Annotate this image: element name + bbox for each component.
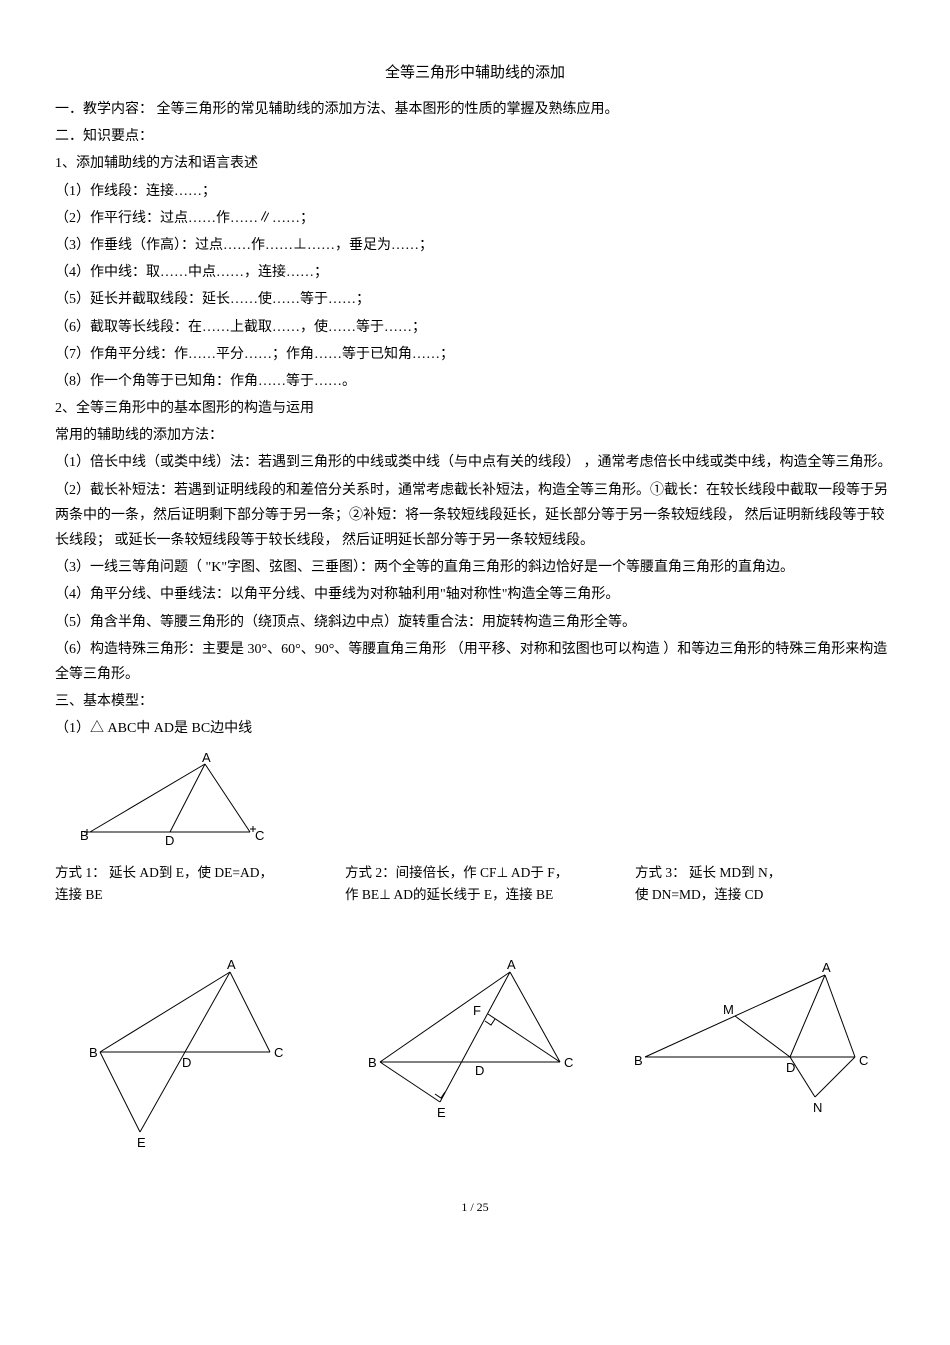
item-2-2: （2）截长补短法：若遇到证明线段的和差倍分关系时，通常考虑截长补短法，构造全等三…	[55, 478, 895, 554]
label-a: A	[227, 957, 236, 972]
label-m: M	[723, 1002, 734, 1017]
method-2-line-1: 方式 2：间接倍长，作 CF⊥ AD于 F，	[345, 862, 605, 885]
label-n: N	[813, 1100, 822, 1115]
item-1-7: （7）作角平分线：作……平分……；作角……等于已知角……；	[55, 342, 895, 367]
page-number: 1 / 25	[55, 1197, 895, 1219]
method-1-line-2: 连接 BE	[55, 884, 315, 907]
item-1-6: （6）截取等长线段：在……上截取……，使……等于……；	[55, 315, 895, 340]
method-3-line-1: 方式 3： 延长 MD到 N，	[635, 862, 895, 885]
item-1-4: （4）作中线：取……中点……，连接……；	[55, 260, 895, 285]
method-1: 方式 1： 延长 AD到 E，使 DE=AD， 连接 BE	[55, 862, 315, 908]
label-b: B	[368, 1055, 377, 1070]
point-2-heading: 2、全等三角形中的基本图形的构造与运用	[55, 396, 895, 421]
point-2-sub: 常用的辅助线的添加方法：	[55, 423, 895, 448]
label-a: A	[202, 752, 211, 765]
label-d: D	[165, 833, 174, 847]
label-a: A	[507, 957, 516, 972]
item-2-1: （1）倍长中线（或类中线）法：若遇到三角形的中线或类中线（与中点有关的线段） ，…	[55, 450, 895, 475]
item-2-4: （4）角平分线、中垂线法：以角平分线、中垂线为对称轴利用"轴对称性"构造全等三角…	[55, 582, 895, 607]
method-2-line-2: 作 BE⊥ AD的延长线于 E，连接 BE	[345, 884, 605, 907]
diagrams-row: A B C D E A B C D	[55, 957, 895, 1147]
method-1-line-1: 方式 1： 延长 AD到 E，使 DE=AD，	[55, 862, 315, 885]
label-c: C	[859, 1053, 868, 1068]
method-3-line-2: 使 DN=MD，连接 CD	[635, 884, 895, 907]
item-2-3: （3）一线三等角问题（ "K"字图、弦图、三垂图）：两个全等的直角三角形的斜边恰…	[55, 555, 895, 580]
label-b: B	[634, 1053, 643, 1068]
section-1: 一．教学内容： 全等三角形的常见辅助线的添加方法、基本图形的性质的掌握及熟练应用…	[55, 97, 895, 122]
section-3: 三、基本模型：	[55, 689, 895, 714]
label-d: D	[786, 1060, 795, 1075]
point-1-heading: 1、添加辅助线的方法和语言表述	[55, 151, 895, 176]
item-1-1: （1）作线段：连接……；	[55, 179, 895, 204]
label-e: E	[437, 1105, 446, 1120]
label-b: B	[80, 828, 89, 843]
item-1-2: （2）作平行线：过点……作……∥……；	[55, 206, 895, 231]
label-c: C	[255, 828, 264, 843]
item-2-6: （6）构造特殊三角形：主要是 30°、60°、90°、等腰直角三角形 （用平移、…	[55, 637, 895, 687]
item-2-5: （5）角含半角、等腰三角形的（绕顶点、绕斜边中点）旋转重合法：用旋转构造三角形全…	[55, 610, 895, 635]
method-3: 方式 3： 延长 MD到 N， 使 DN=MD，连接 CD	[635, 862, 895, 908]
label-f: F	[473, 1003, 481, 1018]
section-2: 二．知识要点：	[55, 124, 895, 149]
item-1-8: （8）作一个角等于已知角：作角……等于……。	[55, 369, 895, 394]
label-e: E	[137, 1135, 146, 1147]
label-b: B	[89, 1045, 98, 1060]
item-1-5: （5）延长并截取线段：延长……使……等于……；	[55, 287, 895, 312]
page-title: 全等三角形中辅助线的添加	[55, 60, 895, 87]
method-2: 方式 2：间接倍长，作 CF⊥ AD于 F， 作 BE⊥ AD的延长线于 E，连…	[345, 862, 605, 908]
label-c: C	[274, 1045, 283, 1060]
diagram-3: A B C D M N	[615, 957, 895, 1147]
label-a: A	[822, 960, 831, 975]
label-d: D	[182, 1055, 191, 1070]
diagram-top: A B C D	[75, 752, 895, 847]
model-1: （1）△ ABC中 AD是 BC边中线	[55, 716, 895, 741]
diagram-2: A B C D F E	[335, 957, 615, 1147]
methods-row: 方式 1： 延长 AD到 E，使 DE=AD， 连接 BE 方式 2：间接倍长，…	[55, 862, 895, 908]
label-c: C	[564, 1055, 573, 1070]
label-d: D	[475, 1063, 484, 1078]
diagram-1: A B C D E	[55, 957, 335, 1147]
item-1-3: （3）作垂线（作高）：过点……作……⊥……，垂足为……；	[55, 233, 895, 258]
